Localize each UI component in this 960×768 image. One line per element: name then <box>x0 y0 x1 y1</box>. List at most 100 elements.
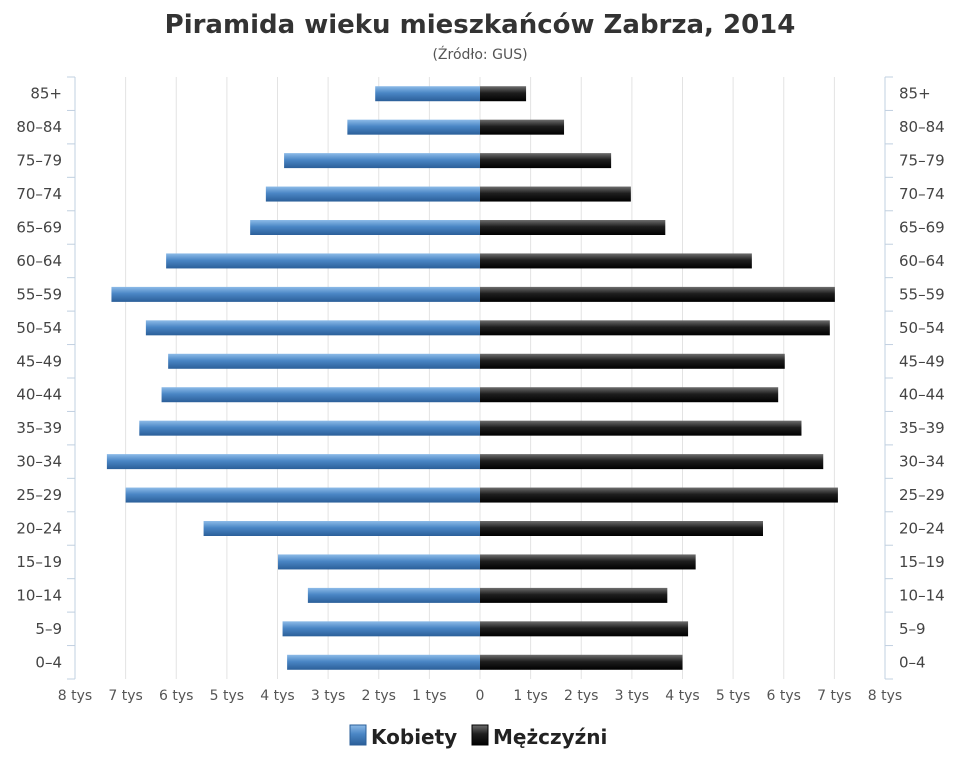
age-label-right: 55–59 <box>899 285 945 303</box>
x-tick-label: 1 tys <box>412 688 446 704</box>
bar-mezczyzni-11[interactable] <box>480 454 824 470</box>
age-label-right: 85+ <box>899 85 931 103</box>
age-label-left: 85+ <box>30 85 62 103</box>
x-tick-label: 5 tys <box>210 688 244 704</box>
age-label-right: 50–54 <box>899 319 945 337</box>
x-tick-label: 2 tys <box>564 688 598 704</box>
bar-kobiety-5[interactable] <box>166 253 480 269</box>
x-tick-label: 7 tys <box>108 688 142 704</box>
bar-mezczyzni-5[interactable] <box>480 253 752 269</box>
bar-kobiety-0[interactable] <box>375 86 480 102</box>
x-tick-label: 8 tys <box>58 688 92 704</box>
legend-item-mezczyzni[interactable]: Mężczyźni <box>471 724 607 749</box>
bar-mezczyzni-6[interactable] <box>480 286 835 302</box>
bar-kobiety-2[interactable] <box>284 153 480 169</box>
bar-mezczyzni-13[interactable] <box>480 521 763 536</box>
age-label-right: 80–84 <box>899 118 945 136</box>
bar-mezczyzni-15[interactable] <box>480 587 668 603</box>
legend: Kobiety Mężczyźni <box>349 724 607 749</box>
bar-mezczyzni-2[interactable] <box>480 153 612 169</box>
x-tick-label: 4 tys <box>260 688 294 704</box>
age-label-right: 35–39 <box>899 419 945 437</box>
age-label-right: 65–69 <box>899 219 945 237</box>
age-label-right: 0–4 <box>899 653 926 671</box>
x-tick-label: 4 tys <box>665 688 699 704</box>
age-label-right: 70–74 <box>899 185 945 203</box>
age-label-right: 30–34 <box>899 453 945 471</box>
age-label-left: 25–29 <box>16 486 62 504</box>
age-label-left: 65–69 <box>16 219 62 237</box>
bar-mezczyzni-4[interactable] <box>480 220 666 235</box>
legend-label-kobiety: Kobiety <box>371 725 457 749</box>
age-label-right: 5–9 <box>899 620 926 638</box>
age-label-left: 0–4 <box>35 653 62 671</box>
bar-mezczyzni-1[interactable] <box>480 119 565 135</box>
age-label-left: 70–74 <box>16 185 62 203</box>
bar-mezczyzni-3[interactable] <box>480 186 631 202</box>
age-label-left: 15–19 <box>16 553 62 571</box>
bar-kobiety-8[interactable] <box>168 353 480 369</box>
bar-mezczyzni-12[interactable] <box>480 487 838 503</box>
bar-mezczyzni-16[interactable] <box>480 621 689 637</box>
age-label-right: 25–29 <box>899 486 945 504</box>
age-label-left: 30–34 <box>16 453 62 471</box>
bar-kobiety-6[interactable] <box>111 286 480 302</box>
bar-kobiety-9[interactable] <box>161 387 480 403</box>
x-tick-label: 2 tys <box>362 688 396 704</box>
age-label-right: 75–79 <box>899 152 945 170</box>
age-label-right: 45–49 <box>899 352 945 370</box>
bar-mezczyzni-17[interactable] <box>480 654 683 670</box>
bar-mezczyzni-7[interactable] <box>480 320 830 336</box>
bar-mezczyzni-0[interactable] <box>480 86 527 102</box>
age-label-right: 60–64 <box>899 252 945 270</box>
bar-mezczyzni-14[interactable] <box>480 554 696 570</box>
x-tick-label: 8 tys <box>868 688 902 704</box>
chart-subtitle: (Źródło: GUS) <box>432 45 527 63</box>
bar-kobiety-13[interactable] <box>203 521 480 536</box>
age-label-left: 35–39 <box>16 419 62 437</box>
bar-kobiety-14[interactable] <box>278 554 480 570</box>
legend-label-mezczyzni: Mężczyźni <box>493 725 607 749</box>
age-label-left: 55–59 <box>16 285 62 303</box>
bar-kobiety-1[interactable] <box>347 119 480 135</box>
legend-item-kobiety[interactable]: Kobiety <box>349 724 457 749</box>
x-tick-label: 0 <box>476 688 485 704</box>
age-label-left: 20–24 <box>16 520 62 538</box>
age-label-right: 40–44 <box>899 386 945 404</box>
bar-kobiety-3[interactable] <box>265 186 480 202</box>
age-label-left: 10–14 <box>16 586 62 604</box>
bar-kobiety-15[interactable] <box>307 587 480 603</box>
legend-swatch-mezczyzni <box>471 724 489 746</box>
bar-kobiety-16[interactable] <box>282 621 480 637</box>
bar-kobiety-17[interactable] <box>287 654 480 670</box>
age-label-right: 20–24 <box>899 520 945 538</box>
age-label-left: 80–84 <box>16 118 62 136</box>
age-label-left: 75–79 <box>16 152 62 170</box>
bar-kobiety-7[interactable] <box>145 320 480 336</box>
axes <box>67 76 893 680</box>
age-label-left: 5–9 <box>35 620 62 638</box>
legend-swatch-kobiety <box>349 724 367 746</box>
x-tick-label: 6 tys <box>159 688 193 704</box>
age-label-right: 15–19 <box>899 553 945 571</box>
x-tick-label: 5 tys <box>716 688 750 704</box>
labels: 8 tys 7 tys 6 tys 5 tys 4 tys 3 tys 2 tys 1 tys… <box>16 85 944 704</box>
x-tick-label: 1 tys <box>513 688 547 704</box>
age-label-left: 50–54 <box>16 319 62 337</box>
bar-kobiety-12[interactable] <box>125 487 480 503</box>
bar-kobiety-11[interactable] <box>106 454 481 470</box>
x-tick-label: 7 tys <box>817 688 851 704</box>
bar-mezczyzni-10[interactable] <box>480 420 802 436</box>
bar-kobiety-10[interactable] <box>139 420 480 436</box>
bar-kobiety-4[interactable] <box>250 220 480 235</box>
age-label-left: 60–64 <box>16 252 62 270</box>
bar-mezczyzni-8[interactable] <box>480 353 785 369</box>
x-tick-label: 6 tys <box>767 688 801 704</box>
bars <box>106 86 838 670</box>
bar-mezczyzni-9[interactable] <box>480 387 779 403</box>
age-label-left: 45–49 <box>16 352 62 370</box>
x-tick-label: 3 tys <box>615 688 649 704</box>
chart-title: Piramida wieku mieszkańców Zabrza, 2014 <box>165 10 796 40</box>
x-tick-label: 3 tys <box>311 688 345 704</box>
